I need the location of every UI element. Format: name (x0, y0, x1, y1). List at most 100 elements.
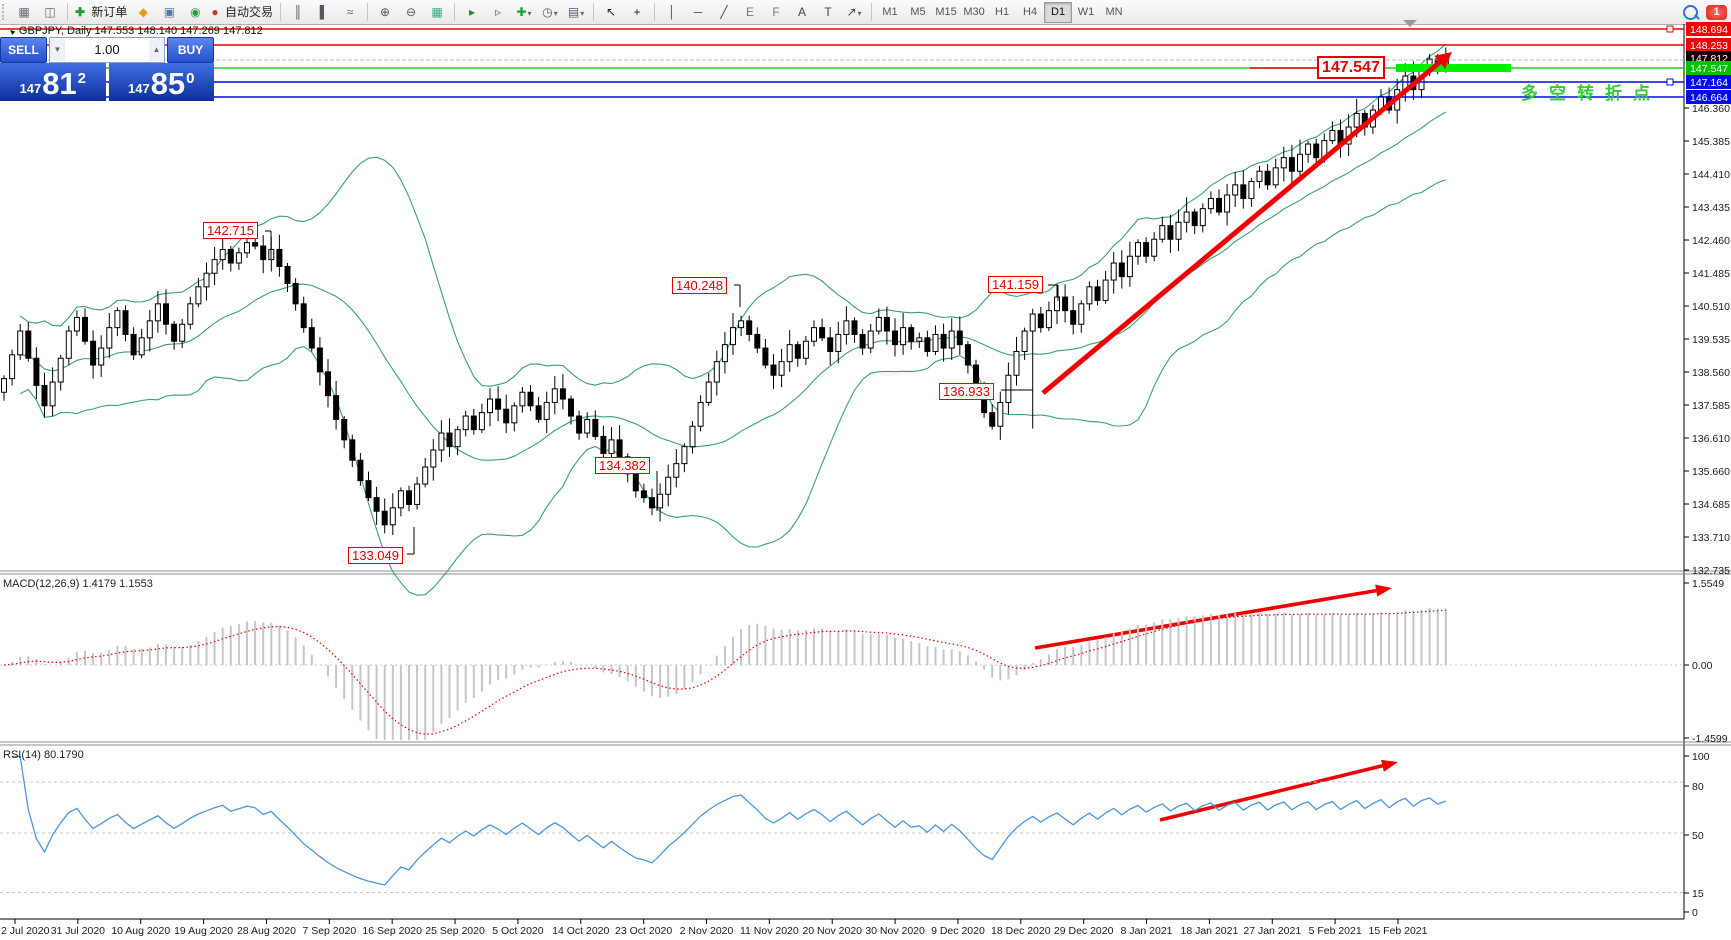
timeframe-mn[interactable]: MN (1105, 5, 1123, 18)
tile-windows-icon[interactable]: ▦ (431, 5, 443, 19)
candle-body (867, 330, 874, 349)
search-icon[interactable] (1683, 4, 1698, 20)
time-axis[interactable]: 2 Jul 2020 31 Jul 2020 10 Aug 2020 19 Aug 2… (1, 919, 1428, 937)
terminal-icon[interactable]: ▣ (163, 5, 176, 19)
candle-body (1232, 184, 1239, 196)
price-annotation-label[interactable]: 142.715 (203, 222, 258, 239)
volume-value[interactable]: 1.00 (94, 42, 120, 57)
timeframe-m1[interactable]: M1 (882, 5, 898, 18)
support-zone-bar[interactable] (1396, 64, 1511, 72)
chart-shift-icon[interactable]: ▹ (495, 5, 502, 19)
candle-body (98, 347, 105, 366)
candle-body (1118, 262, 1125, 278)
rsi-pane[interactable]: 100 80 50 15 0 (0, 751, 1710, 919)
candle-body (1005, 374, 1012, 403)
rsi-line (12, 755, 1447, 886)
cn-annotation-text[interactable]: 多空转折点 (1521, 84, 1661, 103)
price-axis[interactable]: 146.360 145.385 144.410 143.435 142.460 141.4… (1684, 22, 1731, 577)
timeframe-m30[interactable]: M30 (963, 5, 985, 18)
arrows-icon[interactable]: ↗▾ (846, 5, 862, 19)
candle-body (1070, 310, 1077, 325)
candle-body (535, 405, 542, 420)
buy-button[interactable]: BUY (167, 36, 214, 63)
timeframe-h4[interactable]: H4 (1023, 5, 1038, 18)
autotrading-button[interactable]: ● 自动交易 (208, 1, 276, 23)
text-icon[interactable]: A (798, 5, 807, 19)
trend-arrow[interactable] (1159, 764, 1383, 822)
candle-body (495, 398, 502, 410)
toolbar-grip[interactable] (2, 4, 9, 20)
notification-badge[interactable]: 1 (1706, 4, 1727, 20)
zoom-in-icon[interactable]: ⊕ (380, 5, 391, 19)
candle-body (827, 337, 834, 352)
trend-arrow[interactable] (1041, 60, 1442, 395)
signal-icon[interactable]: ◉ (190, 5, 201, 19)
macd-scale-label: 0.00 (1692, 660, 1713, 672)
candle-body (1110, 262, 1117, 281)
candle-body (195, 286, 202, 305)
preview-icon[interactable]: ◫ (44, 5, 56, 19)
vertical-line-icon[interactable]: │ (668, 5, 676, 19)
trend-arrow[interactable] (1034, 588, 1377, 650)
trendline-icon[interactable]: ╱ (720, 5, 728, 19)
line-anchor-marker[interactable] (1666, 78, 1674, 86)
volume-down-icon[interactable]: ▼ (50, 38, 65, 61)
scroll-position-marker[interactable] (1403, 20, 1417, 27)
candle-body (1353, 112, 1360, 128)
timeframe-h1[interactable]: H1 (995, 5, 1010, 18)
candle-body (187, 303, 194, 325)
volume-up-icon[interactable]: ▲ (149, 38, 164, 61)
price-annotation-label[interactable]: 133.049 (348, 547, 403, 564)
text-label-icon[interactable]: T (824, 5, 832, 19)
timeframe-m15[interactable]: M15 (935, 5, 957, 18)
price-annotation-label[interactable]: 140.248 (672, 277, 727, 294)
price-level-badge-text: 148.694 (1690, 24, 1728, 36)
buy-price[interactable]: 147 85 0 (108, 63, 214, 101)
periods-icon[interactable]: ◷▾ (542, 5, 558, 19)
candle-body (365, 480, 372, 499)
toolbar-right: 1 (1683, 4, 1727, 20)
line-anchor-marker[interactable] (1666, 25, 1674, 33)
candle-body (462, 415, 469, 431)
fibo-expansion-icon[interactable]: F (772, 5, 780, 19)
price-annotation-label[interactable]: 147.547 (1317, 56, 1385, 79)
candle-body (1264, 170, 1271, 186)
price-annotation-label[interactable]: 134.382 (595, 457, 650, 474)
horizontal-line-icon[interactable]: ─ (693, 5, 703, 19)
templates-icon[interactable]: ▤▾ (567, 5, 585, 19)
fibo-retracement-icon[interactable]: E (746, 5, 755, 19)
bar-chart-icon[interactable]: ║ (293, 5, 303, 19)
candle-body (1126, 255, 1133, 278)
toolbar-group-services: ◆ ▣ ◉ (130, 1, 208, 23)
timeframe-m5[interactable]: M5 (910, 5, 926, 18)
zoom-out-icon[interactable]: ⊖ (406, 5, 417, 19)
styler-icon[interactable]: ◆ (138, 5, 149, 19)
sell-button[interactable]: SELL (0, 36, 47, 63)
timeframe-w1[interactable]: W1 (1077, 5, 1095, 18)
candlestick-chart-icon[interactable]: ▌ (319, 5, 329, 19)
toolbar-separator (454, 3, 456, 21)
auto-scroll-icon[interactable]: ▸ (469, 5, 476, 19)
timeframe-d1[interactable]: D1 (1044, 1, 1073, 23)
new-order-button[interactable]: ✚ 新订单 (72, 1, 130, 23)
price-annotation-label[interactable]: 141.159 (988, 276, 1043, 293)
date-label: 2 Jul 2020 (1, 925, 50, 937)
volume-field[interactable]: ▼ 1.00 ▲ (49, 36, 165, 63)
sell-price[interactable]: 147 81 2 (0, 63, 106, 101)
date-label: 11 Nov 2020 (740, 925, 799, 937)
indicators-icon[interactable]: ✚▾ (516, 5, 532, 19)
candle-body (989, 412, 996, 427)
line-chart-icon[interactable]: ≈ (346, 5, 354, 19)
candle-body (292, 282, 299, 305)
date-label: 19 Aug 2020 (174, 925, 233, 937)
price-annotation-label[interactable]: 136.933 (939, 383, 994, 400)
one-click-trading-panel: SELL ▼ 1.00 ▲ BUY 147 81 2 147 85 0 (0, 36, 214, 101)
candle-body (1207, 197, 1214, 210)
macd-pane[interactable]: 1.5549 0.00 -1.4599 (0, 578, 1728, 745)
candle-body (1029, 313, 1036, 332)
cursor-icon[interactable]: ↖ (606, 5, 617, 19)
rsi-scale-label: 100 (1692, 751, 1710, 763)
new-window-icon[interactable]: ▦ (18, 5, 30, 19)
crosshair-icon[interactable]: + (633, 5, 641, 19)
